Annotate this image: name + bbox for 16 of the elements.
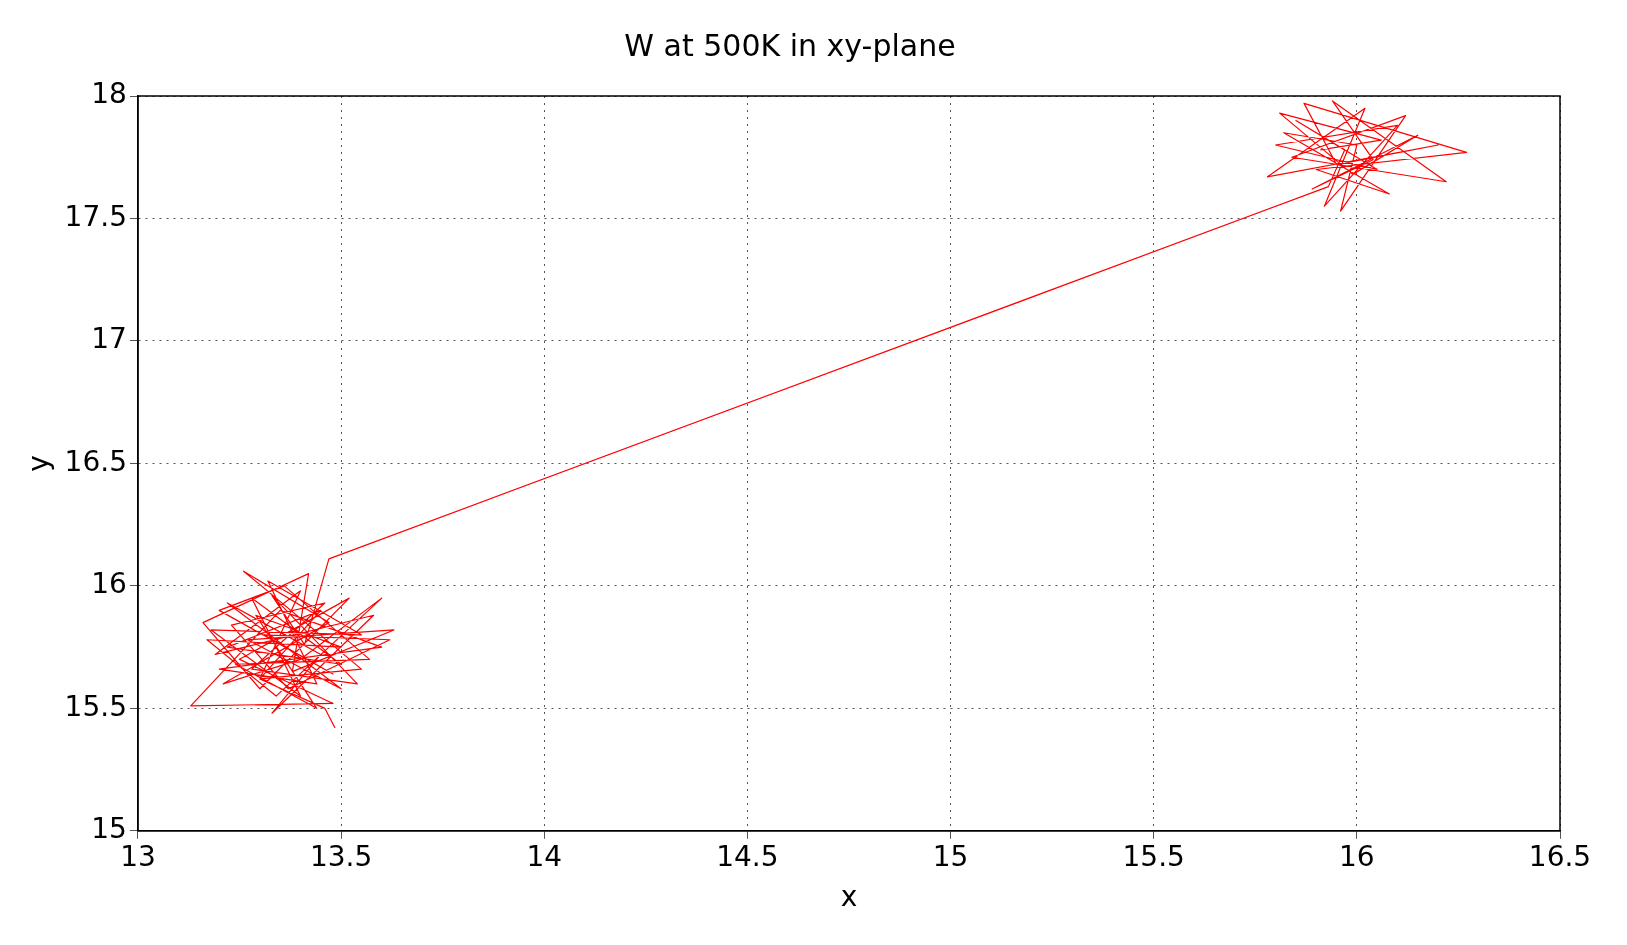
y-tick-label: 18 [91, 77, 127, 111]
y-tick-label: 16 [91, 567, 127, 601]
y-axis-title: y [22, 455, 56, 472]
x-tick-label: 16 [1339, 839, 1375, 873]
x-tick-label: 14.5 [716, 839, 779, 873]
x-tick-label: 14 [526, 839, 563, 873]
chart-title: W at 500K in xy-plane [624, 27, 956, 63]
x-tick-label: 15.5 [1122, 839, 1185, 873]
y-tick-label: 16.5 [64, 444, 127, 478]
y-tick-label: 15.5 [64, 689, 127, 723]
x-tick-label: 15 [932, 839, 969, 873]
x-axis-title: x [840, 880, 858, 914]
x-tick-label: 16.5 [1528, 839, 1592, 873]
y-tick-label: 17 [91, 322, 127, 356]
y-tick-label: 17.5 [64, 199, 127, 233]
x-tick-label: 13.5 [309, 839, 373, 873]
